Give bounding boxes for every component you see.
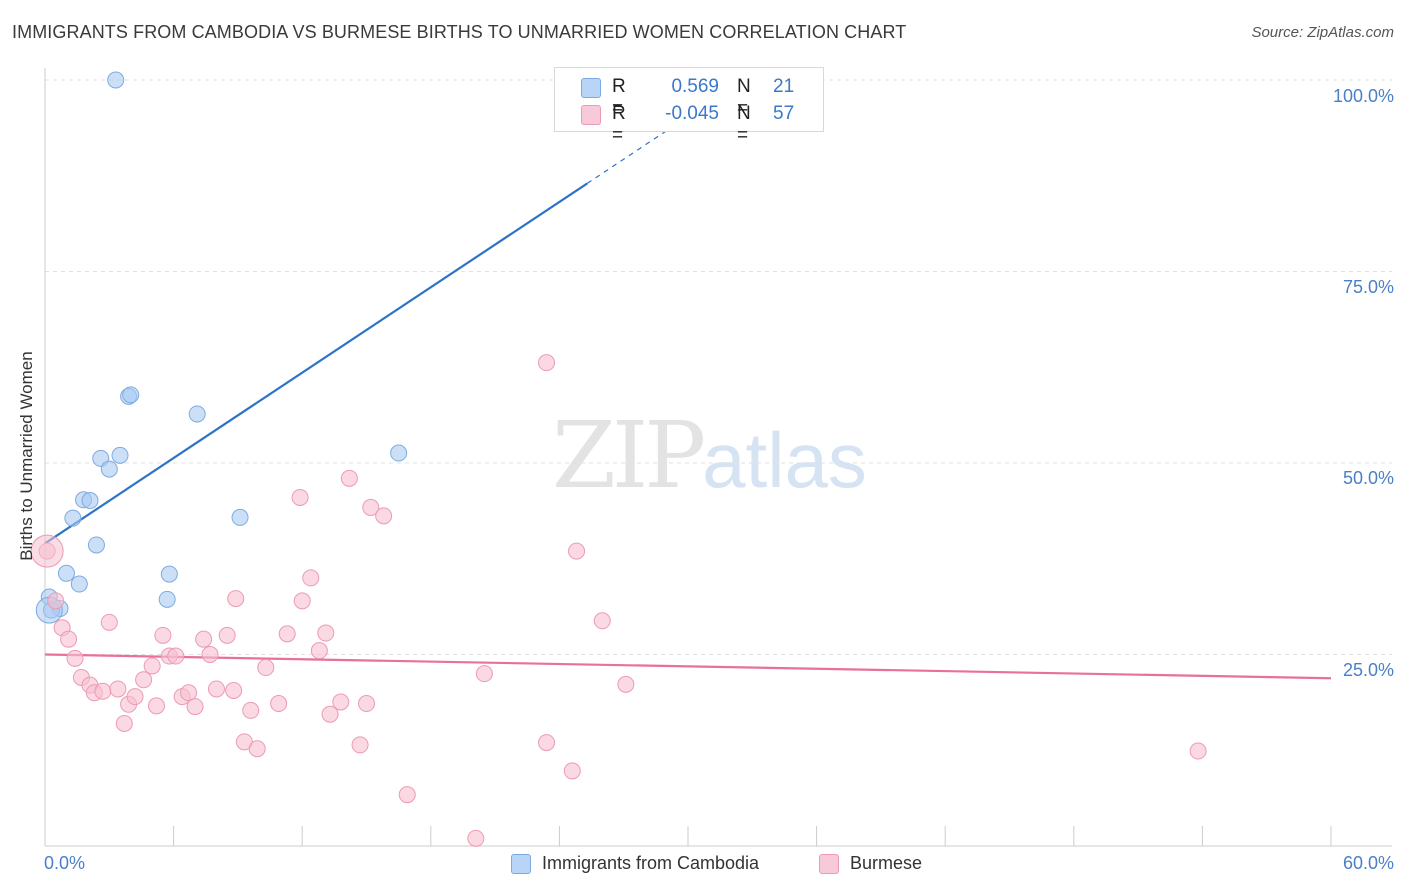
y-tick-label-100: 100.0% xyxy=(1332,86,1394,106)
burmese-point-13 xyxy=(126,688,144,706)
watermark-atlas: atlas xyxy=(702,416,867,504)
burmese-point-16 xyxy=(147,697,165,715)
burmese-point-32 xyxy=(257,659,275,677)
burmese-point-10 xyxy=(109,680,127,698)
burmese-point-38 xyxy=(310,642,328,660)
cambodia-point-8 xyxy=(81,492,99,510)
burmese-swatch xyxy=(581,105,601,125)
burmese-point-42 xyxy=(340,469,358,487)
burmese-point-43 xyxy=(351,736,369,754)
legend-label-burmese: Burmese xyxy=(850,853,923,873)
burmese-point-53 xyxy=(568,542,586,560)
y-tick-label-25: 25.0% xyxy=(1342,660,1394,680)
burmese-point-8 xyxy=(94,682,112,700)
burmese-point-4 xyxy=(66,649,84,667)
r-label: R = xyxy=(612,103,626,146)
burmese-point-47 xyxy=(398,786,416,804)
burmese-point-46 xyxy=(375,507,393,525)
chart-source: Source: ZipAtlas.com xyxy=(1251,24,1394,41)
r-value: -0.045 xyxy=(665,103,719,124)
burmese-point-50 xyxy=(538,734,556,752)
burmese-point-25 xyxy=(207,680,225,698)
legend: Immigrants from Cambodia Burmese xyxy=(0,852,1406,878)
legend-label-cambodia: Immigrants from Cambodia xyxy=(542,853,760,873)
burmese-point-22 xyxy=(186,698,204,716)
burmese-point-51 xyxy=(538,354,556,372)
burmese-point-49 xyxy=(475,665,493,683)
x-tick-label-min: 0.0% xyxy=(44,853,86,873)
correlation-stats-box: R = 0.569 N = 21 R = -0.045 N = 57 xyxy=(554,67,824,146)
legend-swatch-cambodia xyxy=(511,854,531,874)
burmese-big-point xyxy=(30,534,64,568)
cambodia-trend-line xyxy=(44,182,588,545)
trend-lines xyxy=(44,111,1332,680)
n-label: N = xyxy=(737,76,751,119)
data-points xyxy=(30,71,1207,847)
burmese-point-26 xyxy=(218,626,236,644)
burmese-point-9 xyxy=(100,613,118,631)
cambodia-point-16 xyxy=(158,590,176,608)
burmese-point-37 xyxy=(302,569,320,587)
cambodia-point-14 xyxy=(122,386,140,404)
r-label: R = xyxy=(612,76,626,119)
burmese-point-40 xyxy=(321,705,339,723)
burmese-point-52 xyxy=(563,762,581,780)
burmese-point-14 xyxy=(135,671,153,689)
watermark-zip: ZIP xyxy=(552,402,706,509)
cambodia-point-0 xyxy=(107,71,125,89)
burmese-point-33 xyxy=(270,695,288,713)
cambodia-point-5 xyxy=(64,509,82,527)
burmese-point-55 xyxy=(617,675,635,693)
cambodia-point-15 xyxy=(160,565,178,583)
burmese-point-17 xyxy=(154,626,172,644)
burmese-point-11 xyxy=(115,714,133,732)
r-value: 0.569 xyxy=(671,76,719,97)
burmese-trend-line xyxy=(44,653,1332,680)
cambodia-trend-extension xyxy=(586,111,695,184)
cambodia-point-6 xyxy=(70,575,88,593)
burmese-point-54 xyxy=(593,612,611,630)
cambodia-point-9 xyxy=(87,536,105,554)
chart-title: IMMIGRANTS FROM CAMBODIA VS BURMESE BIRT… xyxy=(12,22,907,42)
burmese-point-23 xyxy=(195,630,213,648)
legend-swatch-burmese xyxy=(819,854,839,874)
burmese-point-19 xyxy=(167,647,185,665)
burmese-point-24 xyxy=(201,646,219,663)
burmese-point-45 xyxy=(362,498,380,516)
burmese-point-44 xyxy=(358,695,375,713)
cambodia-swatch xyxy=(581,78,601,98)
burmese-point-48 xyxy=(467,829,485,847)
burmese-point-41 xyxy=(332,693,350,711)
cambodia-point-12 xyxy=(111,446,129,464)
cambodia-point-18 xyxy=(231,508,249,526)
grid-lines xyxy=(45,79,1392,655)
cambodia-point-17 xyxy=(188,405,206,423)
watermark: ZIPatlas xyxy=(552,402,867,509)
burmese-point-21 xyxy=(180,684,198,702)
cambodia-point-11 xyxy=(100,460,118,478)
burmese-point-27 xyxy=(225,682,243,700)
y-tick-label-75: 75.0% xyxy=(1342,277,1394,297)
x-tick-label-max: 60.0% xyxy=(1342,853,1394,873)
n-value: 57 xyxy=(773,103,795,124)
burmese-point-1 xyxy=(47,592,65,610)
cambodia-point-4 xyxy=(57,564,75,582)
burmese-point-15 xyxy=(143,657,161,675)
n-label: N = xyxy=(737,103,751,146)
burmese-point-30 xyxy=(242,701,260,719)
burmese-point-34 xyxy=(278,625,296,643)
y-tick-label-50: 50.0% xyxy=(1342,468,1394,488)
burmese-point-35 xyxy=(291,488,309,506)
burmese-point-36 xyxy=(293,592,311,610)
burmese-point-28 xyxy=(227,590,245,608)
burmese-point-3 xyxy=(60,630,78,648)
axes xyxy=(44,68,1392,847)
cambodia-point-19 xyxy=(390,444,408,462)
n-value: 21 xyxy=(773,76,795,97)
y-axis-label: Births to Unmarried Women xyxy=(17,351,36,561)
burmese-point-31 xyxy=(248,740,266,758)
burmese-point-39 xyxy=(317,624,335,642)
burmese-point-56 xyxy=(1189,742,1207,760)
